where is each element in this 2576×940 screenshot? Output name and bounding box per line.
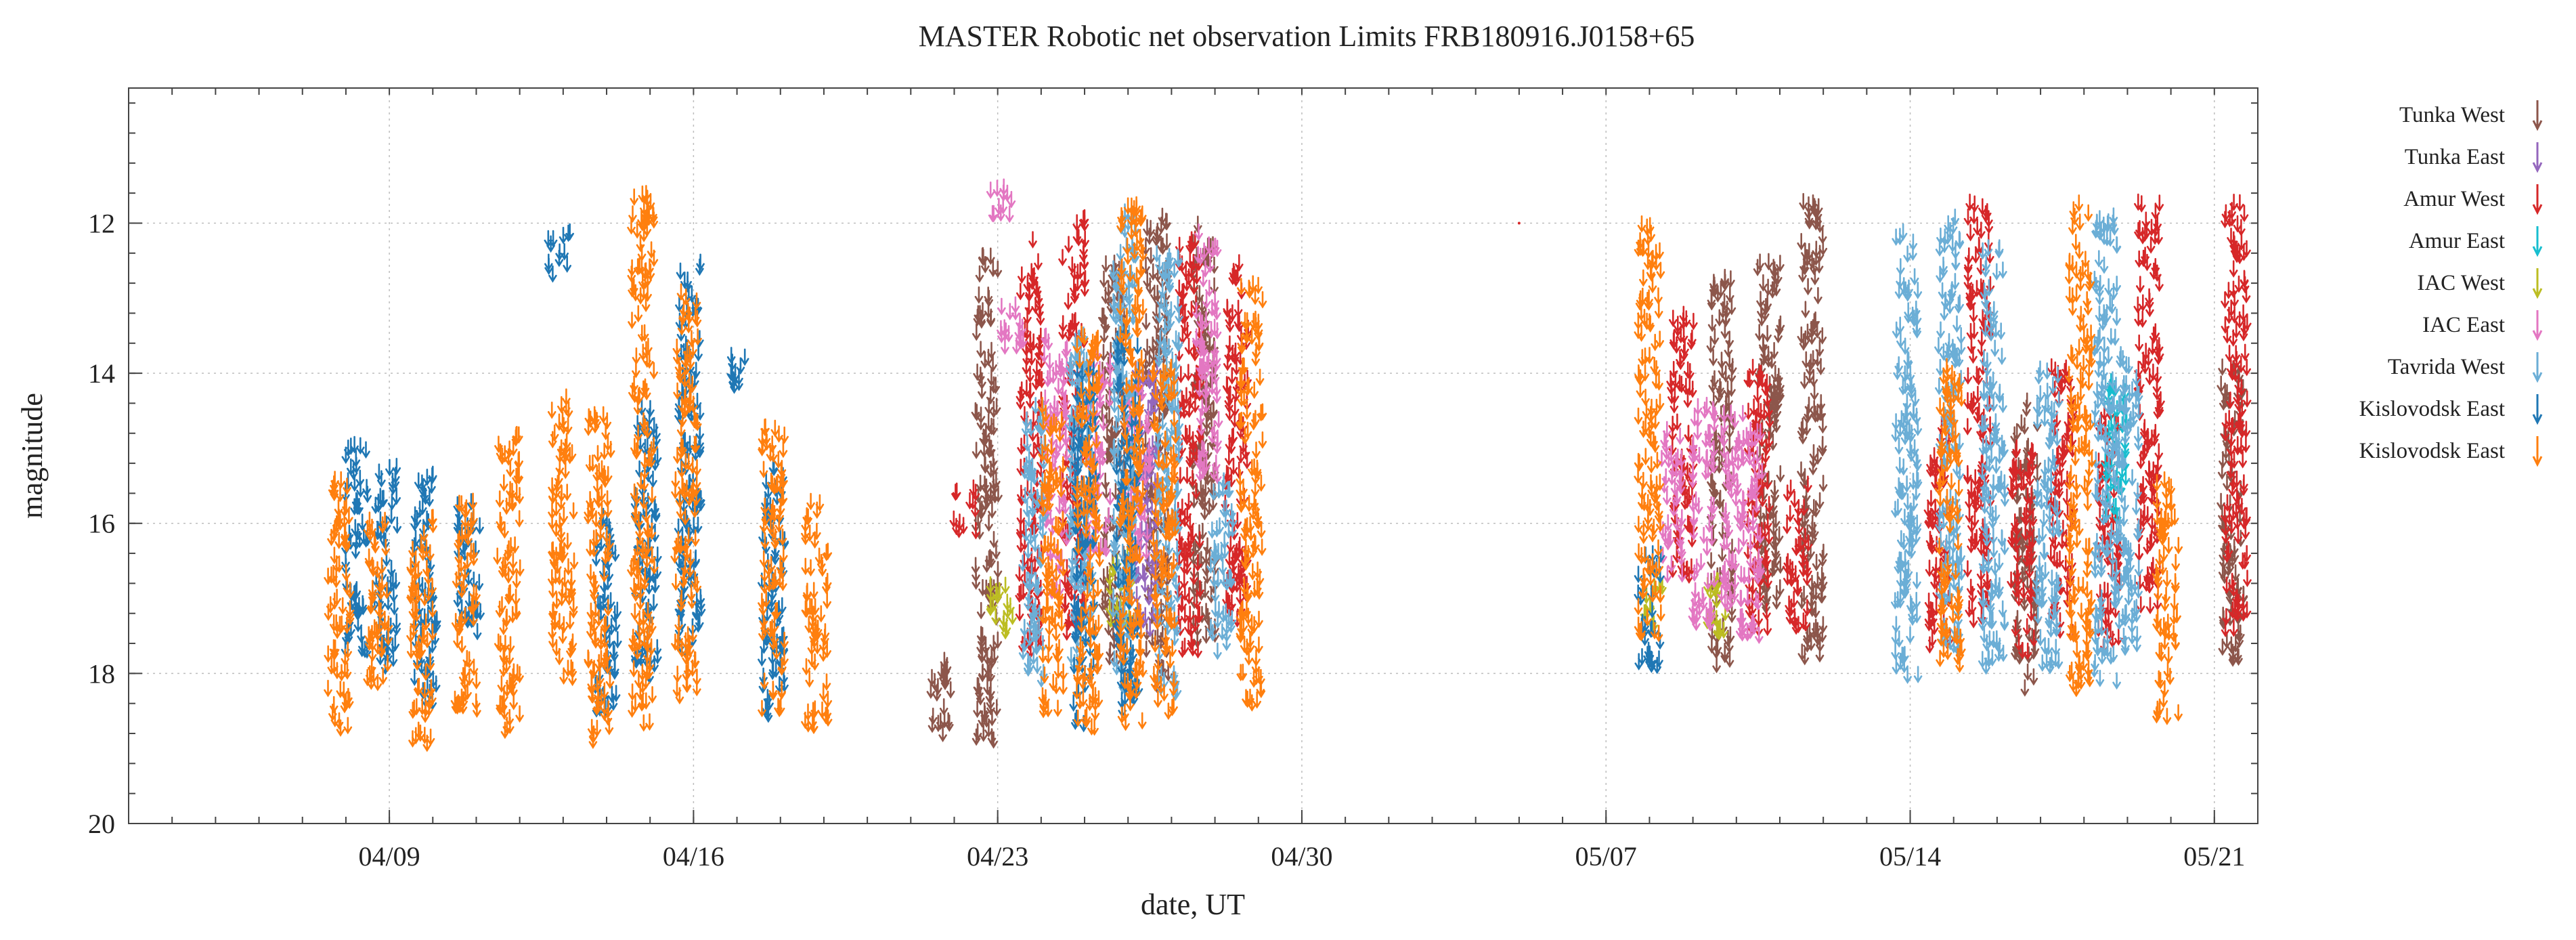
- limit-cluster: [971, 247, 1003, 749]
- limit-cluster: [1634, 215, 1665, 643]
- limit-cluster: [1735, 421, 1766, 645]
- legend-item: Amur West: [2403, 184, 2543, 215]
- x-tick-label: 05/21: [2183, 841, 2245, 872]
- limit-cluster: [1656, 421, 1686, 584]
- limit-cluster: [1797, 193, 1828, 666]
- legend-item: Kislovodsk East: [2359, 394, 2543, 425]
- legend-marker: [2532, 310, 2543, 341]
- limit-cluster: [986, 576, 1017, 640]
- y-tick-label: 20: [88, 809, 115, 839]
- y-tick-label: 12: [88, 208, 115, 238]
- legend-item: Tunka West: [2399, 100, 2543, 131]
- series-kislovodsk-east: [324, 185, 2183, 752]
- limit-cluster: [801, 492, 833, 735]
- legend-item: Tavrida West: [2388, 352, 2543, 383]
- limit-cluster: [2112, 345, 2143, 656]
- legend-item: IAC East: [2422, 310, 2543, 341]
- legend-label: Kislovodsk East: [2359, 439, 2505, 463]
- limit-cluster: [324, 471, 355, 737]
- legend-item: Amur East: [2409, 226, 2543, 257]
- limit-cluster: [493, 425, 525, 740]
- limit-cluster: [1116, 196, 1148, 731]
- legend-label: Kislovodsk East: [2359, 397, 2505, 421]
- limit-cluster: [986, 178, 1016, 223]
- x-tick-label: 04/16: [663, 841, 724, 872]
- legend-marker: [2532, 226, 2543, 257]
- limit-cluster: [726, 347, 749, 394]
- legend-marker: [2532, 142, 2543, 173]
- limit-cluster: [1037, 397, 1068, 719]
- limit-cluster: [2220, 194, 2252, 638]
- y-axis: 12 14 16 18 20: [88, 102, 2258, 839]
- limit-cluster: [1148, 358, 1180, 721]
- legend-marker: [2532, 352, 2543, 383]
- limit-cluster: [584, 406, 615, 750]
- legend-marker: [2532, 268, 2543, 299]
- y-tick-label: 14: [88, 358, 115, 389]
- limit-cluster: [544, 223, 574, 283]
- limit-cluster: [1018, 397, 1049, 688]
- limit-cluster: [1688, 396, 1720, 632]
- legend-label: Amur West: [2403, 187, 2505, 211]
- legend-label: IAC West: [2417, 271, 2505, 295]
- y-tick-label: 18: [88, 658, 115, 689]
- legend: Tunka West Tunka East Amur West Amur East IA…: [2359, 100, 2543, 467]
- limit-cluster: [2007, 439, 2038, 660]
- legend-marker: [2532, 100, 2543, 131]
- y-tick-label: 16: [88, 509, 115, 539]
- limit-cluster: [2152, 471, 2183, 725]
- legend-label: Tavrida West: [2388, 355, 2505, 379]
- limit-cluster: [1192, 223, 1223, 485]
- plot-frame: [128, 87, 2258, 824]
- legend-item: Kislovodsk East: [2359, 436, 2543, 467]
- series-kislovodsk-east: [341, 223, 1665, 733]
- limit-cluster: [758, 418, 789, 718]
- legend-item: IAC West: [2417, 268, 2543, 299]
- limit-cluster: [363, 511, 393, 691]
- limit-cluster: [1221, 254, 1252, 628]
- x-axis-label: date, UT: [1141, 888, 1245, 921]
- x-tick-label: 04/30: [1271, 841, 1332, 872]
- limit-cluster: [2064, 194, 2097, 698]
- chart-title: MASTER Robotic net observation Limits FR…: [919, 20, 1695, 53]
- limit-cluster: [926, 651, 955, 743]
- limit-cluster: [1891, 223, 1923, 684]
- limit-cluster: [1206, 472, 1238, 660]
- legend-item: Tunka East: [2405, 142, 2543, 173]
- limit-cluster: [2090, 207, 2122, 690]
- legend-label: Tunka West: [2399, 103, 2505, 127]
- legend-marker: [2532, 436, 2543, 467]
- limit-cluster: [406, 509, 437, 752]
- limit-cluster: [1934, 358, 1966, 673]
- data-marks: [324, 178, 2252, 752]
- limit-cluster: [670, 283, 702, 705]
- legend-label: Amur East: [2409, 229, 2505, 253]
- x-axis: 04/09 04/16 04/23 04/30 05/07 05/14 05/21: [128, 88, 2258, 872]
- limit-cluster: [997, 296, 1028, 355]
- x-tick-label: 04/09: [359, 841, 420, 872]
- limit-cluster: [1072, 325, 1104, 736]
- limit-cluster: [2032, 360, 2064, 675]
- x-tick-label: 05/14: [1879, 841, 1941, 872]
- limit-cluster: [1934, 209, 1966, 658]
- limit-cluster: [370, 458, 401, 675]
- limit-cluster: [1782, 475, 1813, 635]
- y-axis-label: magnitude: [16, 393, 49, 519]
- series-tavrida-west: [1018, 203, 2143, 702]
- x-tick-label: 05/07: [1575, 841, 1637, 872]
- limit-cluster: [1236, 275, 1267, 712]
- legend-marker: [2532, 394, 2543, 425]
- limit-cluster: [627, 185, 659, 732]
- x-tick-label: 04/23: [967, 841, 1028, 872]
- outlier-point: [1517, 221, 1521, 225]
- limit-cluster: [547, 388, 579, 687]
- limit-cluster: [949, 479, 980, 540]
- legend-marker: [2532, 184, 2543, 215]
- limit-cluster: [1978, 239, 2009, 675]
- legend-label: IAC East: [2422, 313, 2505, 337]
- legend-label: Tunka East: [2405, 145, 2505, 169]
- limit-cluster: [450, 492, 481, 719]
